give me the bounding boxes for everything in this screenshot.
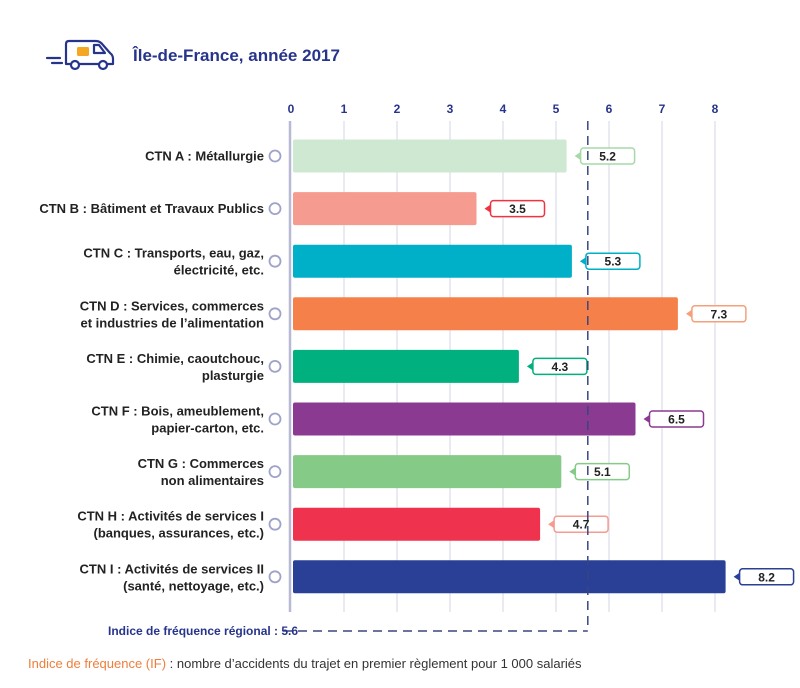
footnote: Indice de fréquence (IF) : nombre d’acci… (28, 656, 582, 671)
tick-label: 7 (659, 102, 666, 116)
tick-label: 1 (341, 102, 348, 116)
category-marker (268, 570, 282, 584)
category-label: CTN G : Commerces (138, 456, 264, 471)
category-marker (268, 149, 282, 163)
value-label-pointer (685, 309, 692, 318)
category-label: (banques, assurances, etc.) (93, 526, 264, 541)
bar (293, 139, 567, 173)
category-label: CTN D : Services, commerces (80, 298, 264, 313)
bar (293, 349, 519, 383)
value-label: 5.2 (599, 150, 616, 164)
value-label-box (579, 147, 636, 165)
value-label: 6.5 (668, 413, 685, 427)
category-label: et industries de l’alimentation (81, 315, 265, 330)
category-label: (santé, nettoyage, etc.) (123, 578, 264, 593)
reference-line-label: Indice de fréquence régional : 5.6 (108, 624, 298, 638)
category-label: CTN C : Transports, eau, gaz, (83, 246, 264, 261)
value-label: 8.2 (758, 570, 775, 584)
value-label-box (532, 357, 588, 376)
value-label: 3.5 (509, 202, 526, 216)
tick-label: 5 (553, 102, 560, 116)
bar (293, 244, 572, 278)
category-marker (268, 307, 282, 321)
value-label-pointer (484, 204, 491, 213)
category-label: CTN B : Bâtiment et Travaux Publics (39, 201, 264, 216)
value-label-box (738, 568, 795, 586)
value-label-pointer (579, 257, 586, 266)
value-label: 7.3 (711, 307, 728, 321)
value-label-box (585, 252, 641, 270)
value-label-box (691, 305, 747, 323)
category-label: CTN I : Activités de services II (80, 561, 264, 576)
category-label: CTN F : Bois, ameublement, (91, 404, 264, 419)
value-label-box (553, 515, 609, 533)
value-label-pointer (526, 362, 533, 371)
value-label: 4.3 (552, 360, 569, 374)
bar (293, 297, 678, 331)
category-label: non alimentaires (161, 473, 264, 488)
category-marker (268, 359, 282, 373)
category-marker (268, 517, 282, 531)
value-label: 5.1 (594, 465, 611, 479)
category-label: CTN A : Métallurgie (145, 149, 264, 164)
value-label-pointer (569, 467, 576, 476)
value-label-pointer (643, 415, 650, 423)
category-marker (268, 412, 282, 426)
value-label: 4.7 (573, 518, 590, 532)
bar (293, 507, 541, 541)
footnote-highlight: Indice de fréquence (IF) (28, 656, 167, 671)
tick-label: 4 (500, 102, 507, 116)
value-label-box (648, 410, 705, 428)
category-label: papier-carton, etc. (151, 421, 264, 436)
bar (293, 560, 726, 594)
category-label: électricité, etc. (174, 263, 264, 278)
category-label: CTN E : Chimie, caoutchouc, (86, 351, 264, 366)
value-label: 5.3 (605, 255, 622, 269)
bar (293, 455, 562, 489)
category-label: plasturgie (202, 368, 264, 383)
chart-title: Île-de-France, année 2017 (133, 46, 340, 65)
value-label-pointer (548, 520, 555, 529)
tick-label: 0 (288, 102, 295, 116)
value-label-box (489, 199, 546, 218)
van-icon (45, 39, 115, 71)
tick-label: 6 (606, 102, 613, 116)
value-label-pointer (574, 152, 581, 160)
category-marker (268, 254, 282, 268)
category-marker (268, 465, 282, 479)
category-marker (268, 202, 282, 216)
tick-label: 2 (394, 102, 401, 116)
bar (293, 192, 477, 226)
value-label-pointer (733, 572, 740, 581)
bar (293, 402, 636, 436)
tick-label: 3 (447, 102, 454, 116)
value-label-box (574, 462, 631, 481)
tick-label: 8 (712, 102, 719, 116)
category-label: CTN H : Activités de services I (77, 509, 264, 524)
footnote-text: : nombre d’accidents du trajet en premie… (166, 656, 582, 671)
